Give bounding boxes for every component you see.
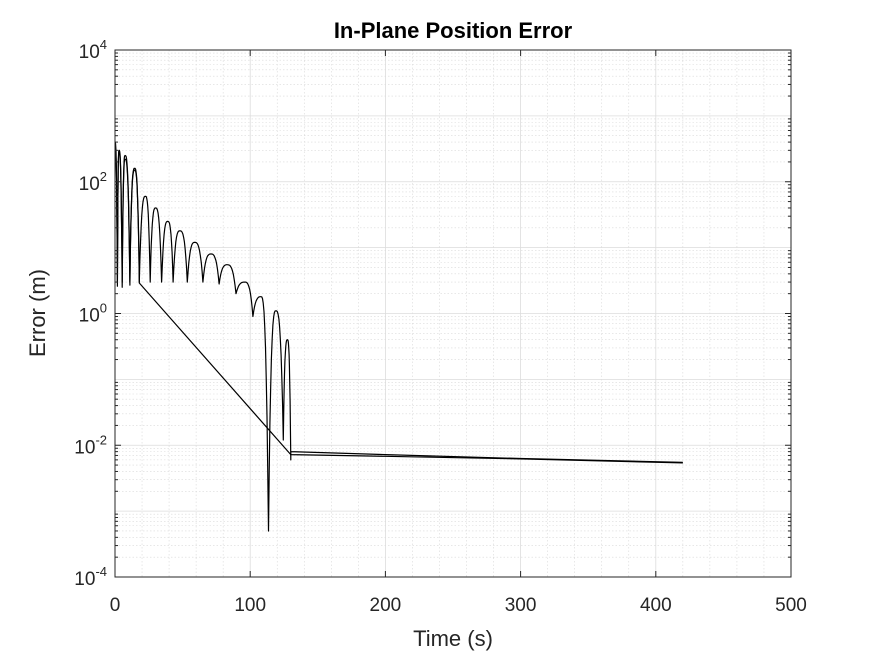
y-tick-label: 10-2 <box>74 432 107 458</box>
x-tick-label: 200 <box>370 595 402 616</box>
series-layer <box>114 141 683 532</box>
x-tick-label: 100 <box>234 595 266 616</box>
y-tick-label: 102 <box>79 169 107 195</box>
grid <box>114 49 792 578</box>
x-tick-label: 500 <box>775 595 807 616</box>
y-axis-label: Error (m) <box>25 269 50 357</box>
x-tick-label: 300 <box>505 595 537 616</box>
y-tick-label: 10-4 <box>74 564 107 590</box>
y-tick-label: 104 <box>79 37 107 63</box>
y-tick-label: 100 <box>79 301 107 327</box>
x-tick-label: 400 <box>640 595 672 616</box>
x-tick-label: 0 <box>110 595 121 616</box>
axes <box>114 49 792 578</box>
series-line-2 <box>114 149 683 464</box>
tick-labels: 0 100 200 300 400 500 10-4 10-2 100 102 104 <box>74 37 807 616</box>
series-line-1 <box>114 141 683 532</box>
x-axis-label: Time (s) <box>413 626 493 651</box>
chart-title: In-Plane Position Error <box>334 18 573 43</box>
